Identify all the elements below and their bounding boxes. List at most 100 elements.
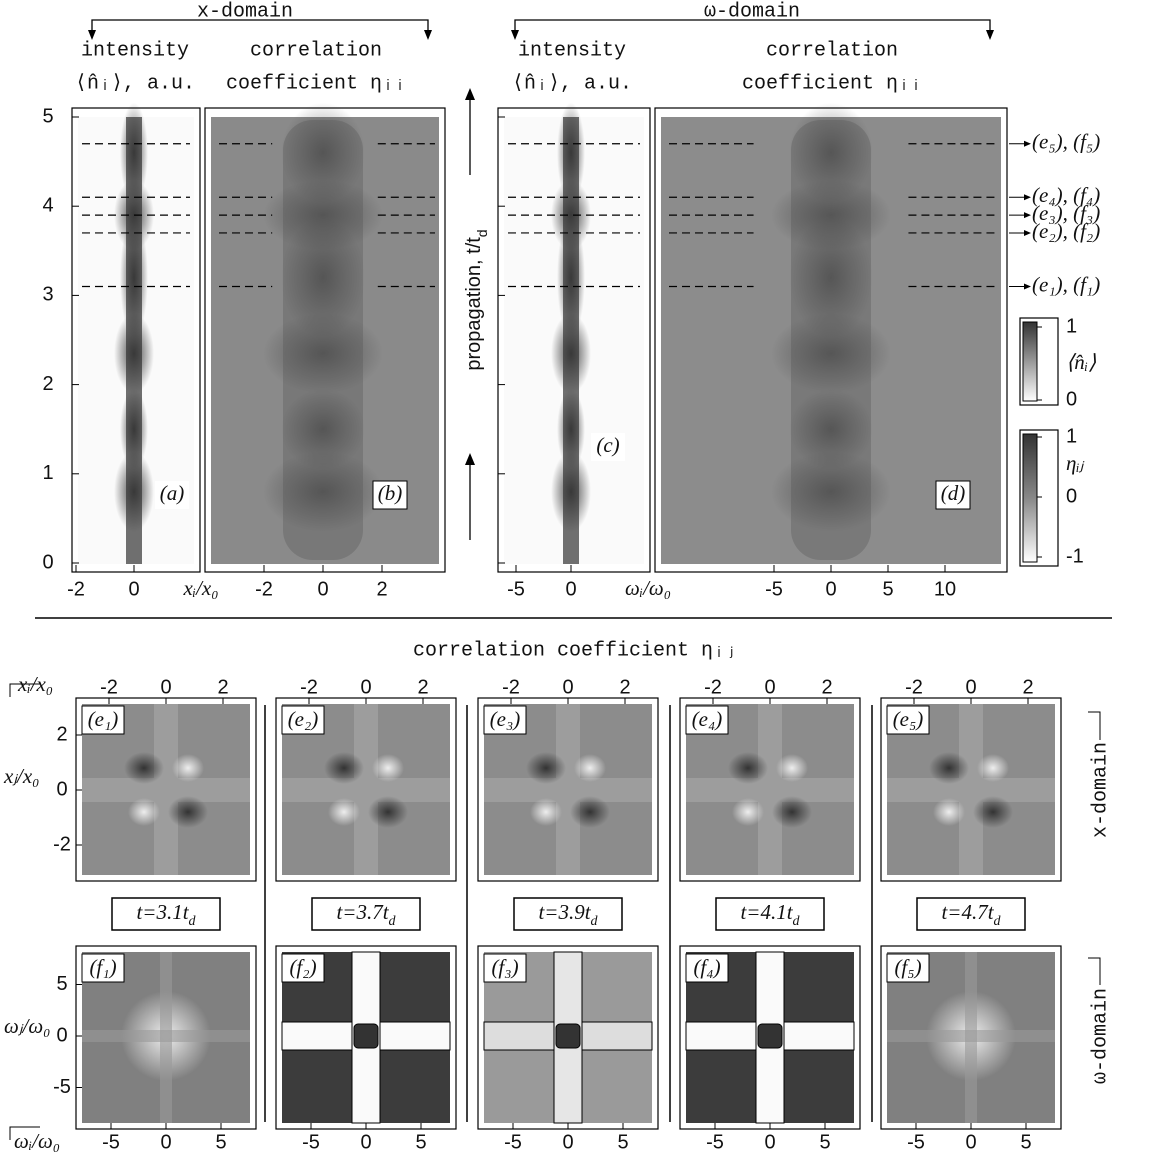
label-box [591,433,625,461]
contour-blob [368,796,408,828]
x-axis-label: xᵢ/x₀ [182,576,218,600]
column-subheader: coefficient ηᵢᵢ [226,72,406,95]
contour-blob [771,451,891,532]
y-tick-label: 5 [42,105,53,127]
column-header: intensity [518,39,626,62]
contour-blob [372,754,404,782]
x-tick-label: 0 [562,676,573,698]
label-box [281,705,325,735]
contour-column [563,117,579,564]
contour-cross [160,952,172,1123]
label-box [935,480,971,510]
time-label-main: t=3.9t [538,900,591,924]
x-tick-label: 0 [764,1131,775,1153]
contour-column [283,120,363,560]
contour-blob [263,313,383,394]
y-axis-label: propagation, t/td [463,229,489,370]
x-tick-label: 5 [882,578,893,600]
column-subheader: coefficient ηᵢᵢ [742,72,922,95]
x-tick-label: 5 [215,1131,226,1153]
y-tick-label: 0 [56,1024,67,1046]
contour-cross [354,704,378,875]
x-tick-label: -2 [704,676,722,698]
x-tick-label: -2 [502,676,520,698]
x-tick-label: 0 [360,1131,371,1153]
label-box [483,705,527,735]
domain-label: x-domain [197,0,293,23]
time-label: t=4.1td [740,900,800,929]
time-label-sub: d [793,914,801,929]
section-title: correlation coefficient ηᵢⱼ [413,639,737,662]
contour-blob [128,798,160,826]
contour-cross [154,704,178,875]
colorbar [1022,433,1038,563]
x-tick-label: 5 [1020,1131,1031,1153]
x-tick-label: -2 [100,676,118,698]
contour-cross [758,704,782,875]
contour-center [353,1023,379,1049]
contour-blob [281,217,365,338]
x-tick-label: 2 [1022,676,1033,698]
panel-label: (f₂) [289,955,316,979]
arrow-head [1024,229,1031,236]
x-tick-label: 2 [821,676,832,698]
contour-blob [530,798,562,826]
x-tick-label: 0 [317,578,328,600]
contour-blob [732,798,764,826]
contour-blob [124,752,164,784]
time-label: t=3.7td [336,900,396,929]
x-tick-label: 5 [415,1131,426,1153]
contour-blob [771,313,891,394]
contour-blob [526,752,566,784]
slice-label: (e₂), (f₂) [1032,219,1100,243]
time-label: t=3.1td [136,900,196,929]
x-tick-label: 0 [764,676,775,698]
domain-label: x-domain [1089,742,1112,838]
time-label: t=3.9td [538,900,598,929]
arrow-head [1024,283,1031,290]
x-tick-label: -5 [907,1131,925,1153]
contour-blob [324,752,364,784]
label-box [372,480,408,510]
panel-label: (f₃) [491,955,518,979]
time-box [111,897,221,931]
contour-blob [973,796,1013,828]
panel-label: (e₁) [88,707,119,731]
contour-blob [570,796,610,828]
slice-label: (e₄), (f₄) [1032,183,1100,207]
x-tick-label: 2 [376,578,387,600]
panel-label: (d) [941,481,966,505]
contour-blob [281,102,365,203]
label-box [81,705,125,735]
x-tick-label: 0 [360,676,371,698]
column-subheader: ⟨n̂ᵢ⟩, a.u. [512,72,632,95]
y-tick-label: 1 [42,462,53,484]
y-tick-label: 0 [42,551,53,573]
x-tick-label: 0 [562,1131,573,1153]
axis-label: xⱼ/x₀ [3,764,39,788]
label-box [685,705,729,735]
label-box [281,953,325,983]
x-tick-label: 0 [965,1131,976,1153]
colorbar-tick-label: -1 [1066,545,1084,567]
column-header: correlation [766,39,898,62]
colorbar-label: ⟨n̂ᵢ⟩ [1066,350,1096,374]
colorbar-tick-label: 1 [1066,425,1077,447]
x-tick-label: 10 [934,578,956,600]
time-label: t=4.7td [941,900,1001,929]
axis-label: xᵢ/x₀ [17,672,53,696]
time-label-sub: d [994,914,1002,929]
x-tick-label: 0 [965,676,976,698]
x-tick-label: 2 [417,676,428,698]
x-tick-label: 0 [160,676,171,698]
colorbar [1022,321,1038,402]
contour-blob [168,796,208,828]
slice-label: (e₃), (f₃) [1032,201,1100,225]
y-tick-label: 5 [56,973,67,995]
column-header: correlation [250,39,382,62]
axis-label: ωⱼ/ω₀ [4,1014,50,1038]
column-header: intensity [81,39,189,62]
contour-center [555,1023,581,1049]
slice-label: (e₁), (f₁) [1032,272,1100,296]
